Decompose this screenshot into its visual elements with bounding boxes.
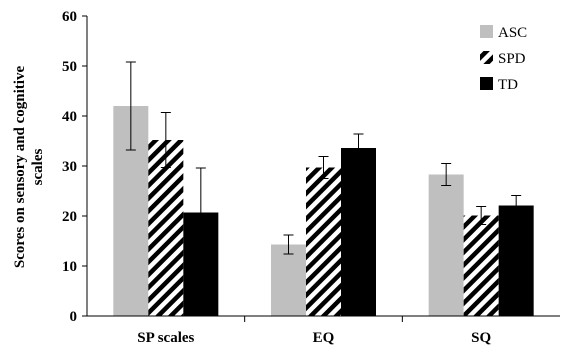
legend-label-asc: ASC [498,25,527,41]
y-axis-ticks: 0 10 20 30 40 50 60 [62,9,87,325]
y-tick-label: 20 [62,209,77,225]
bar-asc [428,174,464,316]
y-tick-label: 40 [62,109,77,125]
legend-label-td: TD [498,77,518,93]
x-category-label: SP scales [137,330,194,346]
x-axis-labels: SP scales EQ SQ [137,330,491,346]
legend: ASC SPD TD [480,25,527,93]
axes [86,16,560,322]
bar-td [498,205,534,316]
y-axis-title-line-2: scales [30,149,46,186]
bar-td [341,148,376,316]
legend-swatch-asc [480,25,493,38]
y-axis-title-line-1: Scores on sensory and cognitive [12,66,28,269]
bars-group [113,106,534,316]
bar-spd [306,167,341,316]
x-category-label: EQ [313,330,335,346]
error-bars-group [125,61,522,258]
y-tick-label: 30 [62,159,77,175]
legend-label-spd: SPD [498,51,526,67]
bar-asc [271,244,306,316]
legend-swatch-spd [480,51,493,64]
y-axis-title: Scores on sensory and cognitive scales [12,66,46,269]
y-tick-label: 10 [62,259,77,275]
y-tick-label: 0 [70,309,78,325]
x-category-label: SQ [471,330,491,346]
bar-spd [463,215,499,316]
bar-spd [148,140,184,316]
y-tick-label: 50 [62,59,77,75]
y-tick-label: 60 [62,9,77,25]
legend-swatch-td [480,77,493,90]
